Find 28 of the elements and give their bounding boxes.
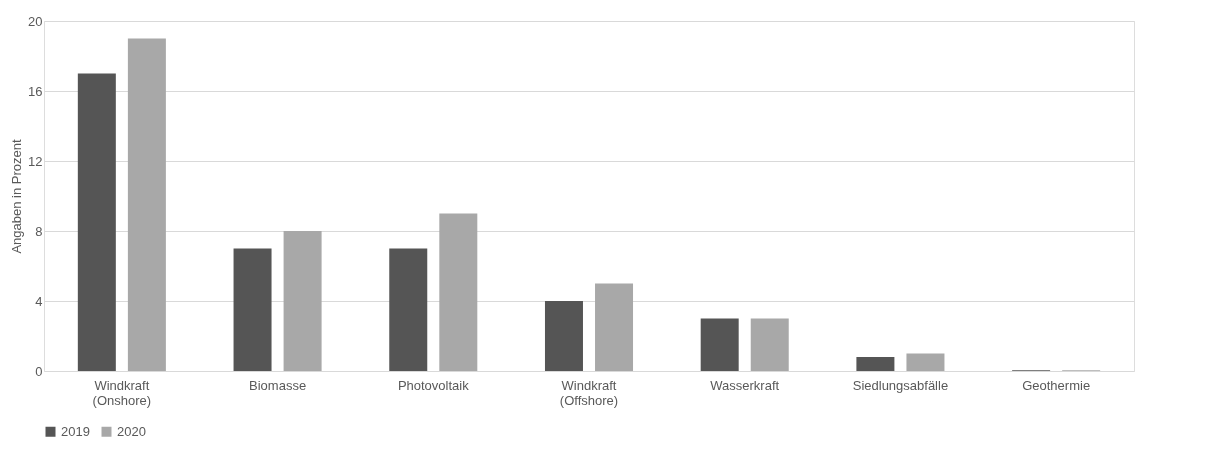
legend-label: 2020 xyxy=(117,423,146,439)
x-tick-label: Windkraft (Offshore) xyxy=(559,377,619,408)
x-tick-label: Biomasse xyxy=(249,377,307,393)
bar xyxy=(233,248,272,371)
bar xyxy=(906,353,945,371)
bar xyxy=(439,213,478,371)
bar xyxy=(544,301,583,371)
x-tick-label: Geothermie xyxy=(1022,377,1091,393)
y-axis-title: Angaben in Prozent xyxy=(9,139,25,254)
bar xyxy=(77,73,116,371)
y-tick-label: 0 xyxy=(35,363,43,379)
y-tick-label: 4 xyxy=(35,293,43,309)
bar xyxy=(389,248,428,371)
x-tick-label: Wasserkraft xyxy=(710,377,780,393)
bar xyxy=(700,318,739,371)
y-tick-label: 8 xyxy=(35,223,43,239)
bar xyxy=(595,283,634,371)
y-tick-label: 12 xyxy=(28,153,43,169)
bar xyxy=(856,357,895,371)
y-tick-label: 16 xyxy=(28,83,43,99)
y-tick-label: 20 xyxy=(28,13,43,29)
bar xyxy=(750,318,789,371)
x-tick-label: Photovoltaik xyxy=(397,377,470,393)
legend-label: 2019 xyxy=(61,423,90,439)
bar xyxy=(283,231,322,371)
x-tick-label: Siedlungsabfälle xyxy=(852,377,949,393)
bar xyxy=(127,38,166,371)
x-tick-label: Windkraft (Onshore) xyxy=(92,377,152,408)
